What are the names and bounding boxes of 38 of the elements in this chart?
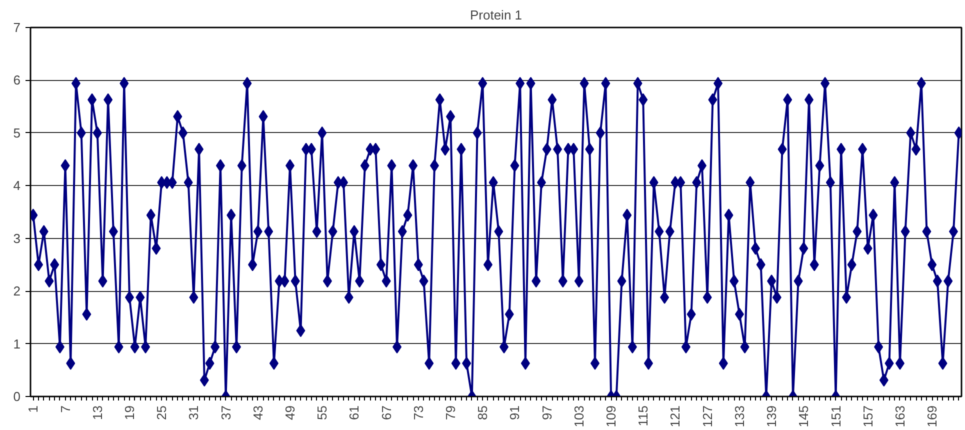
x-tick-label: 13: [90, 405, 105, 420]
y-tick-label: 1: [13, 336, 21, 352]
x-tick-label: 127: [700, 405, 715, 428]
y-tick-label: 4: [13, 178, 21, 194]
x-tick-label: 133: [732, 405, 747, 428]
y-tick-label: 6: [13, 72, 21, 88]
chart-title: Protein 1: [470, 8, 522, 22]
x-tick-label: 67: [378, 405, 394, 420]
x-tick-label: 79: [443, 405, 458, 420]
y-tick-label: 2: [13, 284, 21, 299]
x-tick-label: 109: [604, 405, 619, 428]
x-tick-label: 31: [186, 405, 202, 420]
x-tick-label: 115: [636, 405, 651, 426]
x-tick-label: 157: [860, 405, 876, 428]
x-tick-label: 1: [26, 405, 41, 413]
x-tick-label: 163: [892, 405, 908, 428]
x-tick-label: 139: [764, 405, 780, 428]
x-tick-label: 73: [410, 405, 426, 420]
y-tick-label: 3: [13, 230, 21, 246]
x-tick-label: 103: [571, 405, 586, 428]
x-tick-label: 169: [924, 405, 940, 428]
x-tick-label: 25: [154, 405, 170, 420]
x-tick-label: 121: [668, 405, 683, 428]
y-tick-label: 0: [13, 389, 21, 404]
x-tick-label: 151: [828, 405, 844, 428]
x-tick-label: 49: [282, 405, 298, 420]
x-tick-label: 61: [346, 405, 362, 420]
x-tick-label: 91: [507, 405, 522, 420]
x-tick-label: 43: [250, 405, 266, 420]
x-tick-label: 37: [218, 405, 234, 420]
x-tick-label: 97: [539, 405, 554, 420]
x-tick-label: 7: [58, 405, 73, 413]
y-tick-label: 7: [13, 20, 21, 35]
y-tick-label: 5: [13, 125, 21, 140]
x-tick-label: 85: [475, 405, 490, 420]
x-tick-label: 55: [314, 405, 330, 420]
x-tick-label: 19: [122, 405, 137, 420]
x-tick-label: 145: [796, 405, 812, 428]
